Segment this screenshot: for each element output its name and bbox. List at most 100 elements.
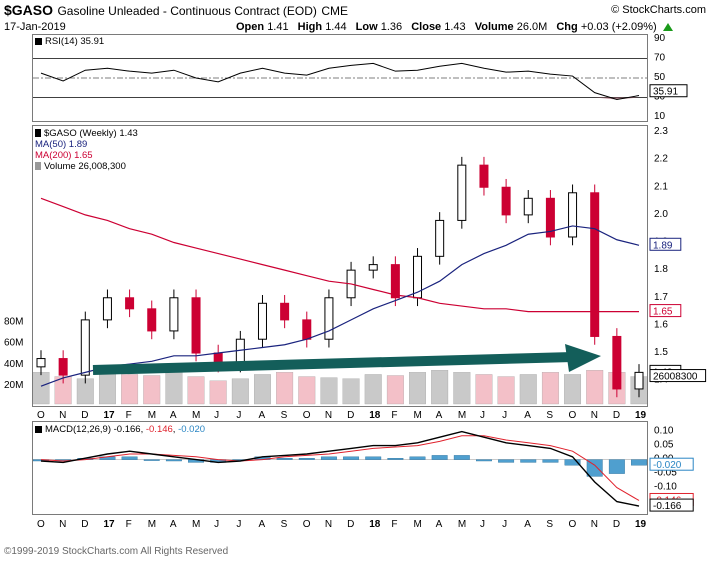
volume-legend: Volume 26,008,300: [35, 161, 138, 172]
annotation-arrow-head: [565, 344, 601, 372]
candle-body: [634, 371, 644, 390]
ma50-legend: MA(50) 1.89: [35, 139, 88, 150]
price-legend-title: $GASO (Weekly) 1.43: [35, 128, 138, 139]
x-tick-D: D: [81, 519, 88, 530]
annotation-arrow-shaft: [92, 352, 574, 375]
macd-hist-bar: [608, 459, 625, 474]
rsi-legend-text: RSI(14) 35.91: [45, 36, 105, 47]
price-tick-2.3: 2.3: [654, 126, 668, 137]
volume-bar: [586, 370, 604, 405]
macd-last-label: -0.166: [653, 501, 682, 512]
macd-tick--0.10: -0.10: [654, 482, 677, 493]
volume-bar: [342, 378, 360, 405]
up-triangle-icon: [662, 23, 673, 32]
candle-body: [413, 255, 423, 299]
x-tick-J: J: [236, 410, 241, 421]
x-tick-M: M: [192, 410, 200, 421]
x-tick-J: J: [502, 519, 507, 530]
candle-body: [523, 197, 533, 216]
price-tick-1.7: 1.7: [654, 292, 668, 303]
macd-hist-bar: [320, 456, 337, 460]
x-tick-A: A: [524, 410, 531, 421]
x-tick-A: A: [258, 519, 265, 530]
candle-body: [147, 308, 157, 332]
price-tick-1.6: 1.6: [654, 319, 668, 330]
volume-tick-80M: 80M: [4, 317, 23, 328]
macd-legend-prefix: MACD(12,26,9): [45, 424, 111, 435]
candle-body: [257, 302, 267, 340]
rsi-tick-10: 10: [654, 111, 666, 122]
rsi-panel: RSI(14) 35.91: [32, 34, 648, 122]
symbol-label: $GASO: [4, 2, 54, 18]
x-tick-N: N: [591, 519, 598, 530]
x-tick-J: J: [480, 519, 485, 530]
price-tick-1.5: 1.5: [654, 347, 668, 358]
volume-legend-icon: [35, 162, 41, 171]
volume-bar: [143, 375, 161, 405]
volume-bar: [165, 372, 183, 405]
macd-tick--0.05: -0.05: [654, 468, 677, 479]
volume-bar: [98, 372, 116, 405]
close-value: 1.43: [444, 21, 466, 33]
price-legend-title-text: $GASO (Weekly) 1.43: [44, 128, 138, 139]
macd-hist-bar: [365, 456, 382, 460]
volume-bar: [364, 374, 382, 405]
price-panel: $GASO (Weekly) 1.43 MA(50) 1.89 MA(200) …: [32, 125, 648, 407]
macd-hist-bar: [298, 458, 315, 460]
close-label: Close: [411, 21, 442, 33]
rsi-tick-90: 90: [654, 33, 666, 44]
rsi-legend-icon: [35, 37, 42, 45]
x-tick-O: O: [37, 519, 45, 530]
macd-hist-bar: [409, 456, 426, 460]
price-legend: $GASO (Weekly) 1.43 MA(50) 1.89 MA(200) …: [35, 128, 138, 172]
x-tick-A: A: [524, 519, 531, 530]
ma50-last-label-box: [649, 237, 682, 251]
open-label: Open: [236, 21, 265, 33]
x-tick-17: 17: [103, 410, 115, 421]
x-tick-M: M: [414, 519, 422, 530]
x-tick-N: N: [325, 410, 332, 421]
volume-value: 26.0M: [516, 21, 548, 33]
macd-signal-line: [40, 435, 640, 501]
x-tick-S: S: [281, 410, 288, 421]
x-tick-17: 17: [103, 519, 115, 530]
price-tick-2.1: 2.1: [654, 181, 668, 192]
macd-tick-0.10: 0.10: [654, 426, 674, 437]
ma200-last-label-box: [649, 304, 682, 318]
macd-line: [40, 430, 640, 507]
macd-hist-last-label-box: [649, 457, 694, 471]
x-tick-M: M: [414, 410, 422, 421]
x-tick-M: M: [458, 410, 466, 421]
macd-hist-last-label: -0.020: [653, 460, 682, 471]
volume-bar: [231, 378, 249, 405]
price-tick-2.0: 2.0: [654, 209, 668, 220]
x-tick-D: D: [613, 519, 620, 530]
chg-label: Chg: [556, 21, 578, 33]
x-tick-J: J: [214, 410, 219, 421]
x-tick-N: N: [325, 519, 332, 530]
volume-tick-60M: 60M: [4, 338, 23, 349]
stockcharts-link[interactable]: © StockCharts.com: [611, 4, 706, 16]
candle-body: [368, 264, 378, 271]
volume-last-label: 26008300: [653, 372, 698, 383]
x-tick-D: D: [347, 410, 354, 421]
date-label: 17-Jan-2019: [4, 21, 66, 33]
x-tick-S: S: [281, 519, 288, 530]
rsi-last-label: 35.91: [653, 87, 678, 98]
x-tick-D: D: [613, 410, 620, 421]
candle-body: [169, 297, 179, 332]
ma200-line: [40, 197, 639, 313]
volume-bar: [209, 380, 227, 405]
x-tick-A: A: [436, 519, 443, 530]
macd-axis: 0.100.050.00-0.05-0.10-0.15-0.020-0.146-…: [649, 426, 694, 512]
x-tick-M: M: [148, 519, 156, 530]
ma200-legend: MA(200) 1.65: [35, 150, 93, 161]
macd-hist-bar: [476, 459, 492, 462]
x-tick-J: J: [214, 519, 219, 530]
x-tick-A: A: [170, 519, 177, 530]
volume-bar: [320, 377, 338, 405]
candle-body: [80, 319, 90, 376]
price-axis: 2.32.22.12.01.91.81.71.61.51.41.891.651.…: [649, 126, 707, 386]
macd-hist-bar: [121, 456, 138, 460]
x-tick-O: O: [37, 410, 45, 421]
